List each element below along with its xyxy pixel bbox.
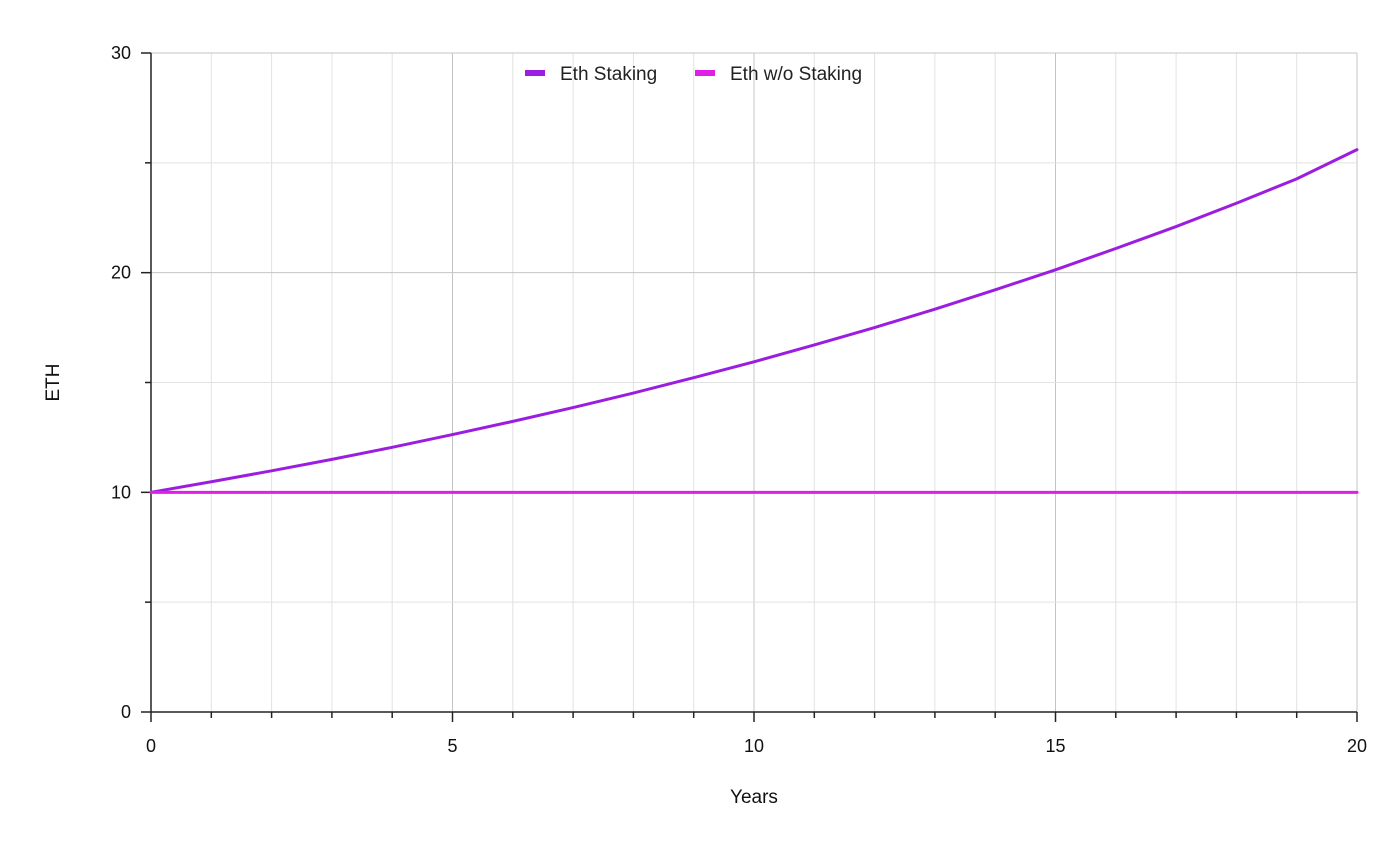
y-tick-label: 0: [121, 702, 131, 722]
series: [149, 148, 1359, 494]
series-line-eth-staking: [149, 148, 1359, 494]
x-tick-label: 0: [146, 736, 156, 756]
legend-label-eth-without-staking: Eth w/o Staking: [730, 64, 862, 85]
x-tick-label: 15: [1045, 736, 1065, 756]
grid: [151, 52, 1358, 712]
y-tick-label: 30: [111, 43, 131, 63]
y-tick-label: 20: [111, 263, 131, 283]
y-tick-label: 10: [111, 482, 131, 502]
x-tick-label: 20: [1347, 736, 1367, 756]
y-axis-title: ETH: [43, 364, 64, 402]
legend: Eth Staking Eth w/o Staking: [525, 64, 862, 85]
legend-label-eth-staking: Eth Staking: [560, 64, 657, 85]
x-axis-title: Years: [730, 787, 778, 808]
x-tick-label: 10: [744, 736, 764, 756]
x-tick-label: 5: [447, 736, 457, 756]
ticks: 0 5 10 15 20 0 10 20 30: [111, 43, 1367, 756]
